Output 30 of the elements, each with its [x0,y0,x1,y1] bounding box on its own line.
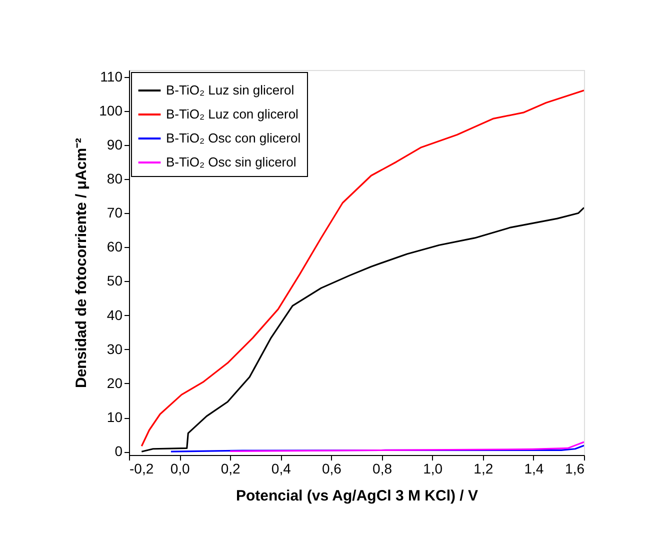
y-tick-label: 20 [106,374,123,391]
y-tick-label: 0 [114,443,123,460]
x-tick-label: 0,2 [220,460,241,476]
legend-label: B-TiO₂ Luz con glicerol [166,106,299,122]
x-tick-label: -0,2 [130,460,154,476]
y-tick-label: 80 [106,170,123,187]
x-tick-label: 0,4 [271,460,292,476]
x-tick-label: 1,0 [423,460,443,476]
y-tick-label: 10 [106,409,123,426]
x-tick-label: 1,4 [524,460,544,476]
y-tick-label: 40 [106,306,123,323]
x-tick-label: 0,8 [372,460,392,476]
y-axis-title: Densidad de fotocorriente / μAcm⁻² [73,138,90,388]
x-axis-title: Potencial (vs Ag/AgCl 3 M KCl) / V [236,488,478,504]
y-tick-label: 110 [100,68,123,84]
line-series [229,441,584,452]
y-tick-label: 100 [99,102,123,118]
x-tick-label: 0,6 [322,460,342,476]
legend-label: B-TiO₂ Luz sin glicerol [166,82,294,98]
y-tick-label: 70 [106,204,123,221]
y-tick-label: 60 [106,238,123,255]
y-tick-label: 50 [106,272,123,289]
y-tick-label: 90 [106,136,123,152]
y-tick-label: 30 [106,340,123,357]
legend-label: B-TiO₂ Osc con glicerol [166,130,301,146]
x-tick-label: 0,0 [170,460,190,476]
legend-label: B-TiO₂ Osc sin glicerol [166,154,296,170]
line-series [140,206,584,452]
x-tick-label: 1,6 [565,460,585,476]
x-tick-label: 1,2 [474,460,494,476]
